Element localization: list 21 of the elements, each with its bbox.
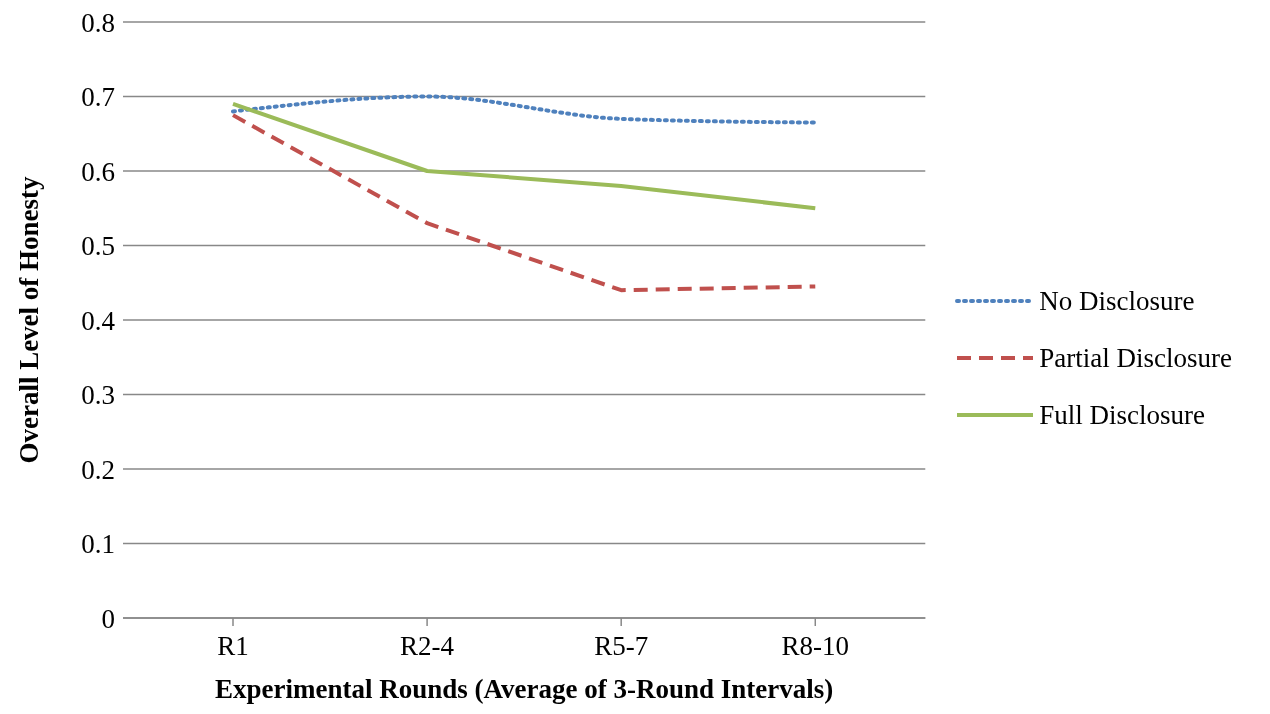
line-series bbox=[231, 113, 818, 293]
y-tick-label: 0 bbox=[101, 603, 115, 634]
y-axis-title: Overall Level of Honesty bbox=[13, 175, 44, 464]
x-tick-label: R1 bbox=[217, 631, 249, 662]
x-axis-title: Experimental Rounds (Average of 3-Round Intervals) bbox=[215, 674, 834, 704]
legend-label: Partial Disclosure bbox=[1039, 342, 1232, 374]
x-tick-label: R8-10 bbox=[781, 631, 850, 662]
legend-label: No Disclosure bbox=[1039, 285, 1195, 317]
y-tick-label: 0.5 bbox=[81, 231, 115, 262]
line-series bbox=[231, 94, 818, 125]
line-series bbox=[231, 101, 818, 211]
x-tick-label: R2-4 bbox=[400, 631, 455, 662]
y-tick-label: 0.1 bbox=[81, 529, 115, 560]
x-tick-label: R5-7 bbox=[594, 631, 649, 662]
y-tick-label: 0.3 bbox=[81, 380, 115, 411]
y-tick-label: 0.7 bbox=[81, 82, 115, 113]
y-tick-label: 0.8 bbox=[81, 7, 115, 38]
y-tick-label: 0.4 bbox=[81, 305, 116, 336]
y-tick-label: 0.2 bbox=[81, 454, 115, 485]
y-tick-label: 0.6 bbox=[81, 156, 115, 187]
legend-label: Full Disclosure bbox=[1039, 399, 1206, 431]
